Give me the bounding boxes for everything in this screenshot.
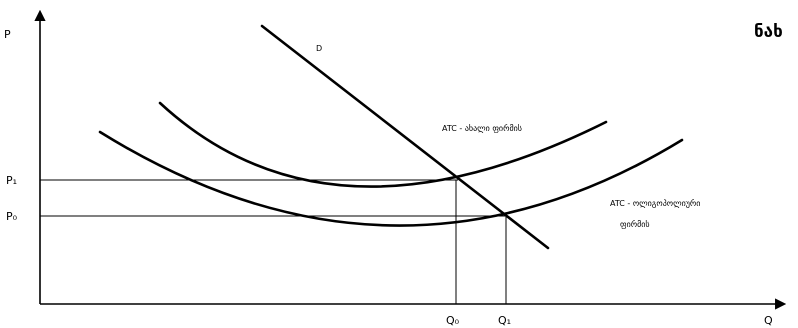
atc-oligopoly-label-line2: ფირმის (620, 219, 650, 229)
atc-new-firm-curve (158, 101, 608, 188)
demand-label: D (316, 44, 322, 53)
p0-label: P₀ (6, 210, 18, 223)
figure-heading: ნახ (754, 22, 783, 42)
q0-label: Q₀ (446, 314, 460, 327)
q1-label: Q₁ (498, 314, 511, 327)
demand-curve (260, 24, 550, 250)
p1-label: P₁ (6, 174, 17, 187)
quantity-axis-label: Q (764, 314, 773, 327)
atc-oligopoly-label: ATC - ოლიგოპოლიური (610, 198, 700, 208)
price-axis-label: P (4, 28, 11, 41)
atc-new-firm-label: ATC - ახალი ფირმის (442, 123, 522, 133)
atc-oligopoly-curve (98, 130, 684, 227)
